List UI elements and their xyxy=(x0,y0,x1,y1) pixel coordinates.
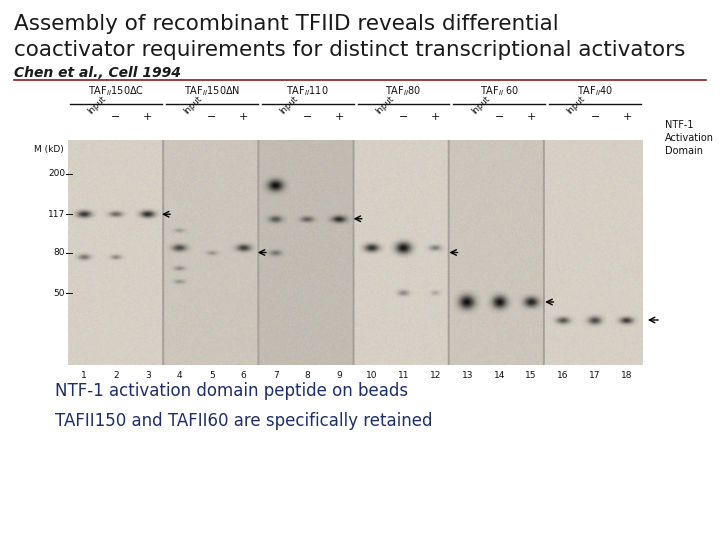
Text: 4: 4 xyxy=(177,371,183,380)
Text: 2: 2 xyxy=(113,371,119,380)
Text: 15: 15 xyxy=(526,371,537,380)
Text: 14: 14 xyxy=(494,371,505,380)
Text: Input: Input xyxy=(278,94,300,116)
Text: Input: Input xyxy=(469,94,491,116)
Text: coactivator requirements for distinct transcriptional activators: coactivator requirements for distinct tr… xyxy=(14,40,685,60)
Text: NTF-1 activation domain peptide on beads: NTF-1 activation domain peptide on beads xyxy=(55,382,408,400)
Text: 1: 1 xyxy=(81,371,87,380)
Text: 11: 11 xyxy=(397,371,409,380)
Text: 13: 13 xyxy=(462,371,473,380)
Text: 5: 5 xyxy=(209,371,215,380)
Text: 16: 16 xyxy=(557,371,569,380)
Text: TAF$_{II}$150$\Delta$N: TAF$_{II}$150$\Delta$N xyxy=(184,84,240,98)
Text: Input: Input xyxy=(374,94,395,116)
Text: TAF$_{II}$ 60: TAF$_{II}$ 60 xyxy=(480,84,519,98)
Text: Assembly of recombinant TFIID reveals differential: Assembly of recombinant TFIID reveals di… xyxy=(14,14,559,34)
Text: M (kD): M (kD) xyxy=(35,145,64,154)
Text: TAFII150 and TAFII60 are specifically retained: TAFII150 and TAFII60 are specifically re… xyxy=(55,412,433,430)
Text: 10: 10 xyxy=(366,371,377,380)
Text: 8: 8 xyxy=(305,371,310,380)
Text: Input: Input xyxy=(86,94,108,116)
Text: 80: 80 xyxy=(53,248,65,257)
Text: +: + xyxy=(335,112,344,122)
Text: +: + xyxy=(431,112,440,122)
Text: Input: Input xyxy=(182,94,204,116)
Text: 18: 18 xyxy=(621,371,633,380)
Text: −: − xyxy=(399,112,408,122)
Text: +: + xyxy=(526,112,536,122)
Text: Input: Input xyxy=(565,94,587,116)
Text: 117: 117 xyxy=(48,210,65,219)
Text: +: + xyxy=(239,112,248,122)
Text: TAF$_{II}$40: TAF$_{II}$40 xyxy=(577,84,613,98)
Text: 3: 3 xyxy=(145,371,150,380)
Text: NTF-1
Activation
Domain: NTF-1 Activation Domain xyxy=(665,120,714,157)
Text: 50: 50 xyxy=(53,288,65,298)
Text: +: + xyxy=(143,112,153,122)
Text: −: − xyxy=(303,112,312,122)
Text: −: − xyxy=(111,112,121,122)
Text: TAF$_{II}$150$\Delta$C: TAF$_{II}$150$\Delta$C xyxy=(88,84,144,98)
Text: +: + xyxy=(622,112,631,122)
Text: 9: 9 xyxy=(337,371,343,380)
Text: Chen et al., Cell 1994: Chen et al., Cell 1994 xyxy=(14,66,181,80)
Text: −: − xyxy=(207,112,217,122)
Text: 7: 7 xyxy=(273,371,279,380)
Text: 6: 6 xyxy=(240,371,246,380)
Text: −: − xyxy=(495,112,504,122)
Text: TAF$_{II}$110: TAF$_{II}$110 xyxy=(287,84,329,98)
Text: TAF$_{II}$80: TAF$_{II}$80 xyxy=(385,84,422,98)
Text: 12: 12 xyxy=(430,371,441,380)
Text: 17: 17 xyxy=(590,371,600,380)
Text: 200: 200 xyxy=(48,169,65,178)
Text: −: − xyxy=(590,112,600,122)
